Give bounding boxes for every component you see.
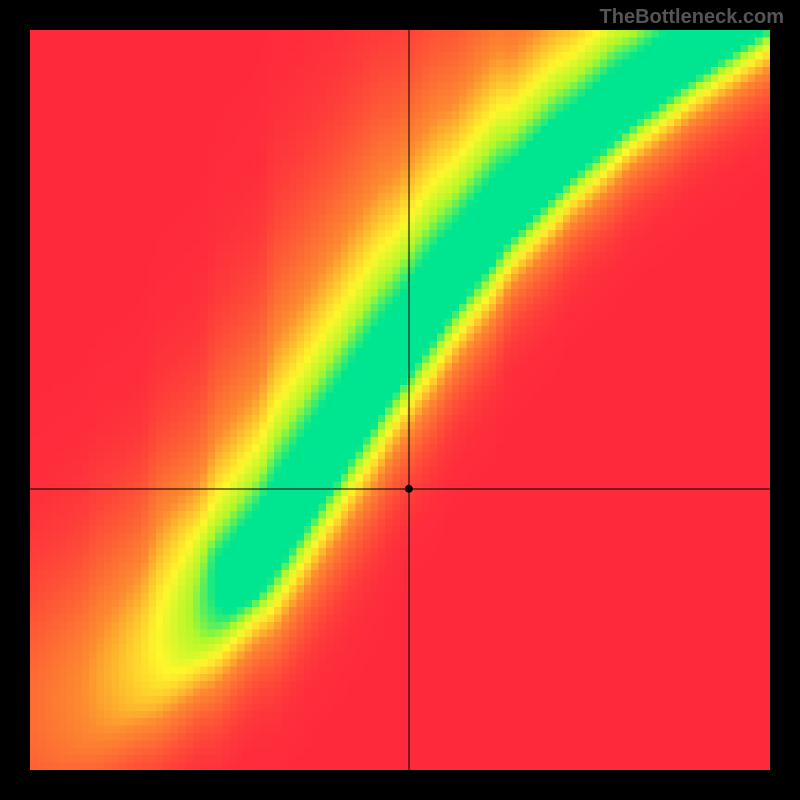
bottleneck-heatmap [30,30,770,770]
chart-container: TheBottleneck.com [0,0,800,800]
watermark-text: TheBottleneck.com [600,6,784,29]
